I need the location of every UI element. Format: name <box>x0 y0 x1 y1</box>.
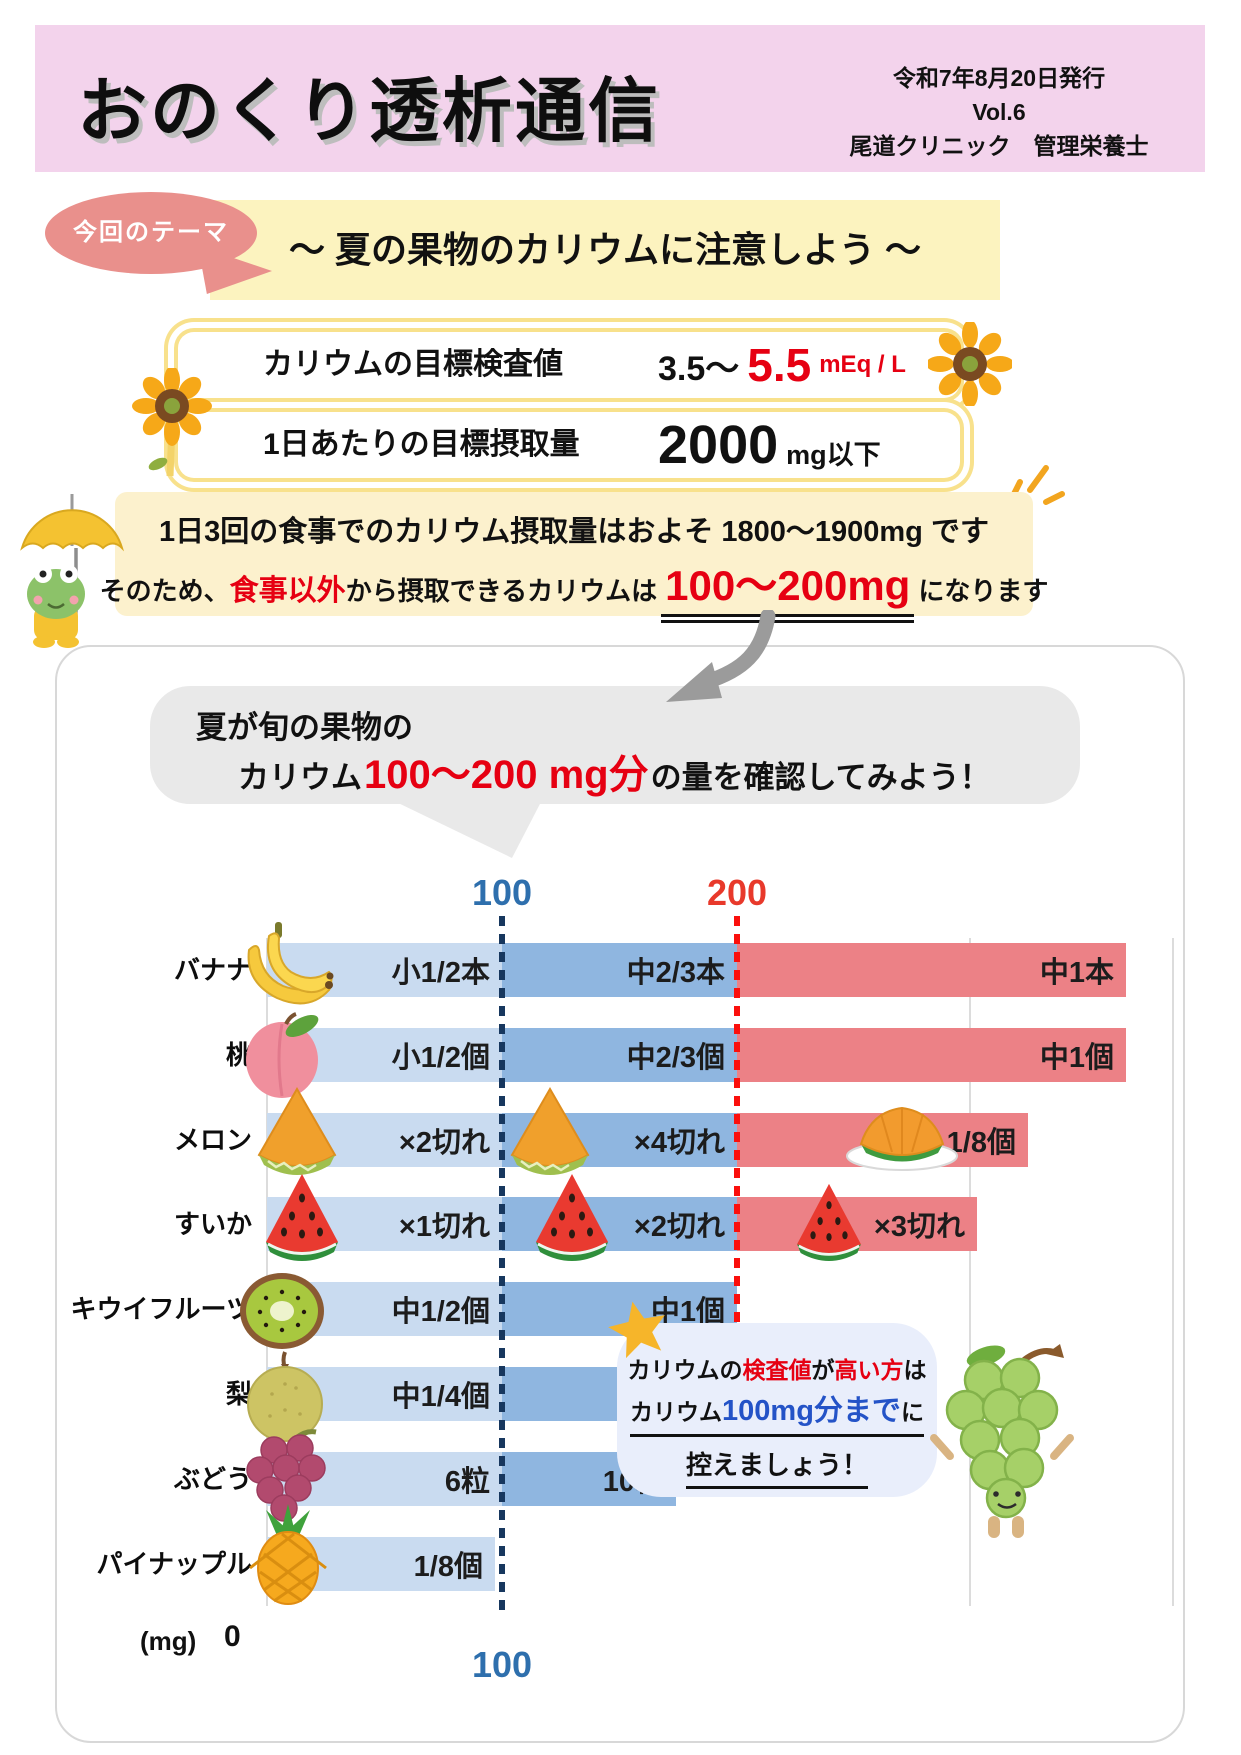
target-intake-label: 1日あたりの目標摂取量 <box>263 428 580 461</box>
theme-title: 〜 夏の果物のカリウムに注意しよう 〜 <box>288 229 921 270</box>
advice-line1: カリウムの検査値が高い方は <box>627 1357 927 1383</box>
row-label: キウイフルーツ <box>70 1294 252 1324</box>
axis-label-0: 0 <box>224 1620 241 1653</box>
chart-row-banana: バナナ 小1/2本 中2/3本 中1本 <box>0 943 1241 997</box>
advice-line3: 控えましょう！ <box>617 1445 937 1489</box>
advice-limit-blue: 100mg分まで <box>722 1395 901 1427</box>
bar-segment: 中1本 <box>737 943 1126 997</box>
watermelon-icon <box>266 1174 338 1261</box>
theme-title-box: 〜 夏の果物のカリウムに注意しよう 〜 <box>210 200 1000 300</box>
gridline-right <box>1172 938 1174 1606</box>
target-lab-label: カリウムの目標検査値 <box>263 348 563 381</box>
melon-slice-icon <box>257 1086 337 1175</box>
organization: 尾道クリニック 管理栄養士 <box>849 133 1149 159</box>
target-intake-value: 2000 mg以下 <box>658 412 881 478</box>
bubble-amount-red: 100〜200 mg分 <box>364 753 649 797</box>
melon-slice-icon <box>510 1086 590 1175</box>
chart-row-peach: 桃 小1/2個 中2/3個 中1個 <box>0 1028 1241 1082</box>
page-title: おのくり透析通信 <box>77 72 661 150</box>
advice-bubble: カリウムの検査値が高い方は カリウム 100mg分までに 控えましょう！ <box>617 1323 937 1497</box>
target-lab-value: 3.5〜 5.5 mEq / L <box>658 332 906 398</box>
target-lab-range-low: 3.5〜 <box>658 349 740 388</box>
arrow-down-left-icon <box>666 610 776 702</box>
target-lab-unit: mEq / L <box>819 351 906 378</box>
melon-plate-icon <box>846 1106 958 1171</box>
gridline-300 <box>969 938 971 1606</box>
notice-highlight-red: 食事以外 <box>229 575 346 607</box>
frog-umbrella-icon <box>20 494 124 648</box>
peach-icon <box>246 1012 319 1098</box>
row-label: すいか <box>173 1209 252 1239</box>
volume: Vol.6 <box>972 99 1026 125</box>
row-label: パイナップル <box>96 1549 252 1579</box>
row-label: ぶどう <box>173 1464 252 1494</box>
sunflower-icon <box>928 322 1012 406</box>
kiwi-icon <box>240 1273 324 1349</box>
bar-segment: 小1/2本 <box>267 943 502 997</box>
watermelon-icon <box>797 1183 861 1261</box>
chart-intro-bubble: 夏が旬の果物の カリウム 100〜200 mg分 の量を確認してみよう！ <box>150 686 1080 804</box>
bar-segment: 中1個 <box>737 1028 1126 1082</box>
grapes-icon <box>246 1429 326 1522</box>
notice-line1: 1日3回の食事でのカリウム摂取量はおよそ 1800〜1900mg です <box>159 516 989 548</box>
banana-icon <box>247 922 334 1005</box>
advice-line2: カリウム 100mg分までに <box>617 1387 937 1437</box>
pear-icon <box>247 1351 323 1442</box>
header-band: おのくり透析通信 令和7年8月20日発行 Vol.6 尾道クリニック 管理栄養士 <box>35 25 1205 172</box>
watermelon-icon <box>536 1174 608 1261</box>
threshold-line-200 <box>734 916 740 1438</box>
bar-segment: 中2/3個 <box>502 1028 737 1082</box>
sunflower-icon <box>132 368 212 477</box>
bar-segment: ×3切れ <box>737 1197 977 1251</box>
row-label: バナナ <box>173 955 252 985</box>
star-icon <box>608 1301 665 1359</box>
notice-box: 1日3回の食事でのカリウム摂取量はおよそ 1800〜1900mg です そのため… <box>100 492 1048 623</box>
target-intake-unit: mg以下 <box>786 439 881 470</box>
axis-label-100: 100 <box>471 872 533 913</box>
axis-label-200: 200 <box>706 872 768 913</box>
theme-badge: 今回のテーマ <box>45 192 257 274</box>
target-lab-range-high: 5.5 <box>747 339 812 391</box>
chart-row-watermelon: すいか ×1切れ ×2切れ ×3切れ <box>0 1197 1241 1251</box>
target-lab-value-box: カリウムの目標検査値 3.5〜 5.5 mEq / L <box>178 332 960 398</box>
target-intake-box: 1日あたりの目標摂取量 2000 mg以下 <box>178 412 960 478</box>
bar-segment: 中2/3本 <box>502 943 737 997</box>
pineapple-icon <box>249 1504 327 1605</box>
bubble-line1: 夏が旬の果物の <box>196 710 413 745</box>
bubble-line2: カリウム 100〜200 mg分 の量を確認してみよう！ <box>238 742 991 800</box>
row-label: メロン <box>173 1125 252 1155</box>
row-label: 桃 <box>225 1040 252 1070</box>
gridline-0 <box>266 938 268 1606</box>
chart-section-container <box>55 645 1185 1743</box>
row-label: 梨 <box>225 1379 252 1409</box>
theme-badge-label: 今回のテーマ <box>73 219 229 246</box>
notice-line2: そのため、 食事以外 から摂取できるカリウムは 100〜200mg になります <box>100 552 1048 623</box>
threshold-line-100 <box>499 916 505 1616</box>
notice-amount-underlined: 100〜200mg <box>661 552 915 623</box>
issue-date: 令和7年8月20日発行 <box>892 65 1106 91</box>
chart-row-melon: メロン ×2切れ ×4切れ 1/8個 <box>0 1113 1241 1167</box>
target-intake-amount: 2000 <box>658 415 779 475</box>
axis-label-100-bottom: 100 <box>471 1644 533 1685</box>
grape-character-icon <box>930 1344 1074 1538</box>
issue-info: 令和7年8月20日発行 Vol.6 尾道クリニック 管理栄養士 <box>783 61 1215 163</box>
axis-unit-label: (mg) <box>140 1626 197 1656</box>
